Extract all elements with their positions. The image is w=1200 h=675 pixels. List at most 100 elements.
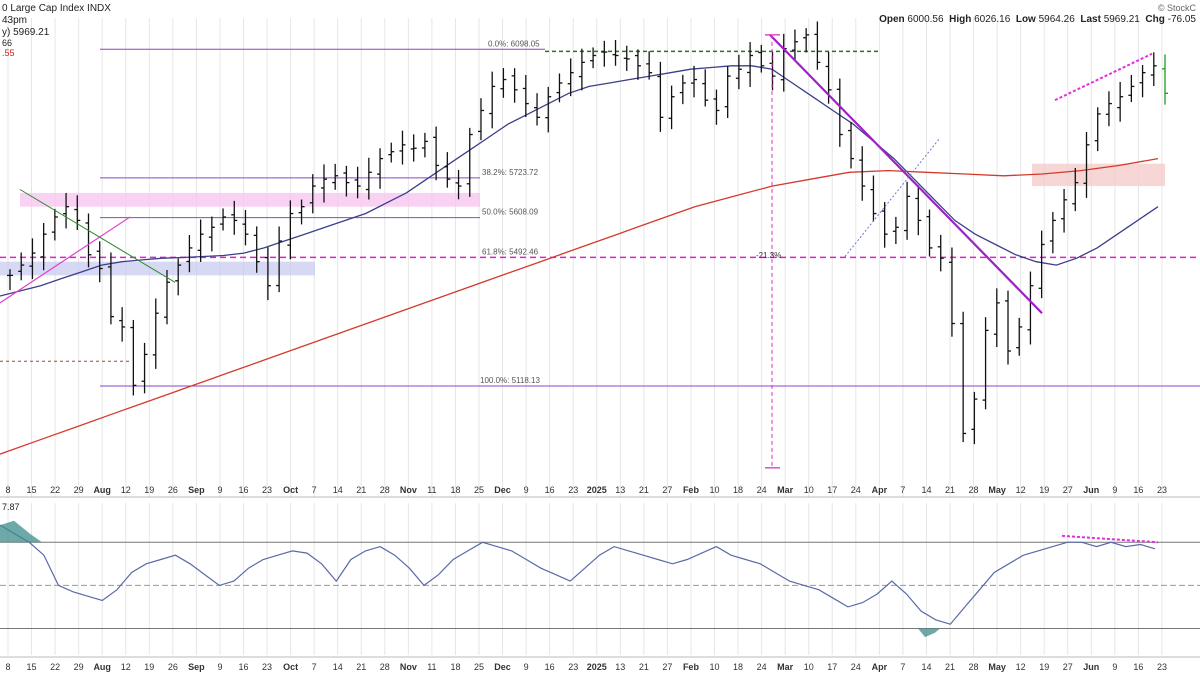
chart-time: 43pm [2,15,28,26]
x-tick-label: 27 [662,485,672,495]
ohlc-bar [657,61,664,132]
x-tick-label: 23 [568,485,578,495]
x-tick-label-rsi: Oct [283,662,298,672]
ohlc-bar [971,391,978,445]
ohlc-bar [522,74,529,118]
x-tick-label: 10 [709,485,719,495]
x-tick-label-rsi: 9 [1112,662,1117,672]
gap-band [1032,163,1165,187]
x-tick-label: 18 [450,485,460,495]
ohlc-bar [85,213,92,268]
legend-ma-long: .55 [2,48,15,58]
x-tick-label: 9 [1112,485,1117,495]
x-tick-label-rsi: Feb [683,662,700,672]
moving-averages [0,65,1159,455]
ohlc-bar [421,132,428,158]
ohlc-bar [175,258,182,296]
ohlc-bar [242,210,249,246]
ohlc-bar [186,235,193,273]
ohlc-bar [993,288,1000,347]
ohlc-bar [960,311,967,443]
ohlc-bar [668,85,675,130]
x-tick-label-rsi: 21 [356,662,366,672]
last-label: Last [1080,14,1101,25]
x-tick-label: 2025 [587,485,607,495]
x-tick-label-rsi: 28 [969,662,979,672]
ohlc-bar [556,73,563,103]
ohlc-bar [511,68,518,103]
x-tick-label: 22 [50,485,60,495]
x-tick-label-rsi: 12 [121,662,131,672]
ohlc-bar [220,208,227,231]
downtrend-line [769,34,1043,314]
x-tick-label-rsi: 10 [709,662,719,672]
divergence-line-price [1054,52,1153,102]
ohlc-bar [51,208,58,241]
x-tick-label: Nov [400,485,417,495]
watermark: © StockC [1157,3,1196,13]
x-tick-label: 16 [1133,485,1143,495]
ohlc-bar [29,238,36,280]
ohlc-bar [354,166,361,199]
chg-label: Chg [1145,14,1165,25]
chart-title: 0 Large Cap Index INDX [2,3,111,14]
ohlc-bar [691,65,698,98]
x-tick-label-rsi: Aug [93,662,111,672]
x-tick-label-rsi: 16 [238,662,248,672]
ohlc-bar [1139,64,1146,98]
x-tick-label-rsi: 7 [900,662,905,672]
x-tick-label: Feb [683,485,700,495]
x-tick-label-rsi: 21 [945,662,955,672]
uptrend-line-left [0,216,131,304]
x-tick-label: 12 [1016,485,1026,495]
x-tick-label: 11 [427,485,436,495]
ohlc-bar [623,45,630,71]
x-tick-label-rsi: Nov [400,662,417,672]
x-tick-label: 15 [27,485,37,495]
ohlc-bar [791,29,798,61]
x-tick-label-rsi: 12 [1016,662,1026,672]
x-tick-label: 8 [5,485,10,495]
x-tick-label: 23 [262,485,272,495]
ohlc-bar [601,40,608,67]
rsi-value: 7.87 [2,502,20,512]
x-tick-label: 27 [1063,485,1073,495]
high-label: High [949,14,972,25]
ohlc-bar [253,226,260,273]
open-value: 6000.56 [907,14,944,25]
x-tick-label: 28 [969,485,979,495]
ma-long-line [0,157,1159,455]
ohlc-bar [287,200,294,260]
ohlc-bar [433,126,440,181]
x-tick-label-rsi: Mar [777,662,794,672]
trend-line-green [19,189,176,283]
x-tick-label-rsi: 24 [851,662,861,672]
divergence-line-rsi [1061,534,1159,544]
ohlc-bar [1005,290,1012,365]
x-tick-label-rsi: May [988,662,1006,672]
x-tick-label-rsi: 26 [168,662,178,672]
ohlc-bar [1072,167,1079,212]
ohlc-bar [937,234,944,272]
x-tick-label: Apr [872,485,888,495]
x-tick-label-rsi: 28 [380,662,390,672]
rsi-oversold-fill [918,628,940,638]
ohlc-bar [1038,230,1045,299]
rsi-panel [0,520,1200,638]
x-tick-label-rsi: Apr [872,662,888,672]
fib-label: 50.0%: 5608.09 [482,208,539,217]
x-tick-label: 26 [168,485,178,495]
ohlc-bar [489,71,496,129]
ohlc-bar [119,307,126,342]
x-tick-label: 16 [545,485,555,495]
x-tick-label: 17 [827,485,837,495]
ohlc-bar [1083,131,1090,198]
x-tick-label-rsi: 27 [1063,662,1073,672]
ohlc-bar [713,89,720,125]
ohlc-bar [365,157,372,200]
ohlc-bar [892,216,899,245]
ohlc-bar [679,74,686,105]
x-tick-label: 21 [356,485,366,495]
x-tick-label-rsi: 23 [568,662,578,672]
